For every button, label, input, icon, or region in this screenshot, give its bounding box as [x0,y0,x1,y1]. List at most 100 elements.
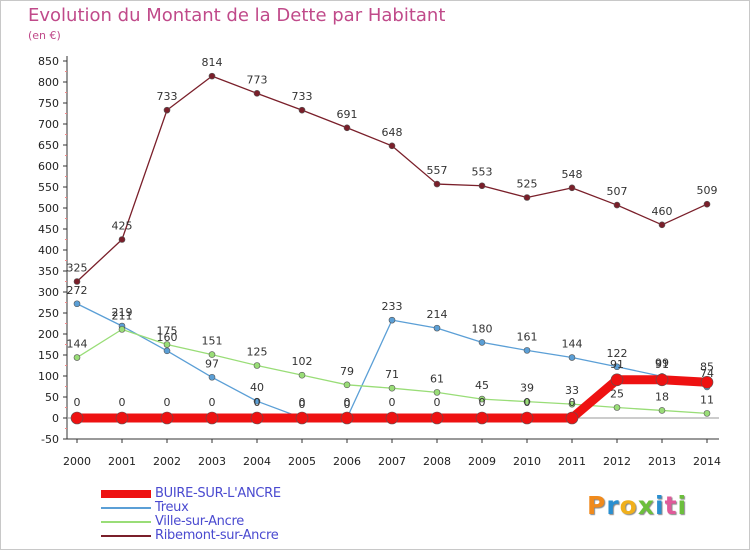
series-1-point [388,316,396,324]
series-2-data-label: 45 [475,379,489,392]
series-2-point [658,407,666,414]
y-tick-label: 300 [38,286,59,299]
series-1-point [433,324,441,332]
series-0-data-label: 733 [292,90,313,103]
series-0-data-label: 548 [562,168,583,181]
series-0-data-label: 553 [472,166,493,179]
legend-label-ville: Ville-sur-Ancre [155,514,244,529]
series-0-point [73,278,81,285]
series-3-data-label: 91 [610,358,624,371]
series-0-data-label: 773 [247,73,268,86]
y-tick-label: 100 [38,370,59,383]
y-tick-label: 50 [45,391,59,404]
series-3-data-label: 0 [479,396,486,409]
x-tick-label: 2007 [378,455,406,468]
series-1-data-label: 97 [205,357,219,370]
series-3-data-label: 0 [119,396,126,409]
series-3-point [250,411,264,425]
y-tick-label: 400 [38,244,59,257]
series-1-data-label: 0 [299,398,306,411]
legend-swatch-treux [101,507,151,509]
series-2-data-label: 18 [655,390,669,403]
series-3-data-label: 0 [344,396,351,409]
series-0-point [568,184,576,192]
series-0-data-label: 691 [337,108,358,121]
series-2-point [73,354,81,361]
series-3-point [700,375,714,389]
series-2-data-label: 211 [112,309,133,322]
series-0-point [208,72,216,80]
series-3-point [475,411,489,425]
series-0-data-label: 460 [652,205,673,218]
series-2-data-label: 71 [385,368,399,381]
series-3-point [70,411,84,425]
series-2-data-label: 102 [292,355,313,368]
y-tick-label: 600 [38,160,59,173]
y-tick-label: 150 [38,349,59,362]
x-tick-label: 2011 [558,455,586,468]
series-2-point [208,351,216,358]
y-tick-label: 450 [38,223,59,236]
series-2-data-label: 61 [430,372,444,385]
y-tick-label: 350 [38,265,59,278]
series-2-point [343,381,351,389]
series-2-point [388,384,396,392]
series-1-point [163,347,171,355]
x-tick-label: 2013 [648,455,676,468]
series-2-point [163,341,171,348]
series-1-point [253,397,261,405]
legend-swatch-buire [101,490,151,498]
series-0-data-label: 507 [607,185,628,198]
y-tick-label: 650 [38,139,59,152]
series-0-point [613,201,621,209]
series-0-data-label: 509 [697,184,718,197]
series-2-point [433,389,441,396]
series-1-data-label: 160 [157,331,178,344]
series-0-point [298,106,306,114]
series-1-data-label: 122 [607,347,628,360]
x-tick-label: 2008 [423,455,451,468]
x-tick-label: 2014 [693,455,721,468]
series-1-point [568,354,576,361]
series-3-point [565,411,579,425]
logo-letter: o [619,491,638,520]
series-1-data-label: 214 [427,308,448,321]
proxiti-logo: Proxiti [587,491,687,520]
series-0-point [433,180,441,188]
series-1-data-label: 219 [112,306,133,319]
series-0-data-label: 814 [202,56,223,69]
series-2-data-label: 175 [157,325,178,338]
logo-letter: i [655,491,665,520]
series-2-data-label: 33 [565,384,579,397]
series-1-data-label: 161 [517,330,538,343]
y-tick-label: 550 [38,181,59,194]
logo-letter: r [606,491,620,520]
series-0-data-label: 557 [427,164,448,177]
series-3-point [160,411,174,425]
series-2-point [298,371,306,379]
logo-letter: i [677,491,688,520]
x-tick-label: 2006 [333,455,361,468]
x-tick-label: 2002 [153,455,181,468]
series-1-point [73,300,81,308]
series-1-data-label: 0 [344,398,351,411]
y-tick-label: 200 [38,328,59,341]
series-1-data-label: 272 [67,284,88,297]
series-2-data-label: 125 [247,346,268,359]
x-tick-label: 2005 [288,455,316,468]
legend-label-treux: Treux [155,500,189,515]
series-0-data-label: 325 [67,262,88,275]
y-tick-label: 500 [38,202,59,215]
series-3-data-label: 0 [164,396,171,409]
logo-letter: t [664,491,678,520]
series-0-point [163,106,171,114]
series-3-point [385,411,399,425]
series-2-point [568,400,576,408]
series-2-point [478,395,486,403]
y-tick-label: 850 [38,55,59,68]
series-3-data-label: 0 [209,396,216,409]
chart-unit-label: (en €) [28,29,61,42]
legend-swatch-ville [101,521,151,523]
x-tick-label: 2003 [198,455,226,468]
